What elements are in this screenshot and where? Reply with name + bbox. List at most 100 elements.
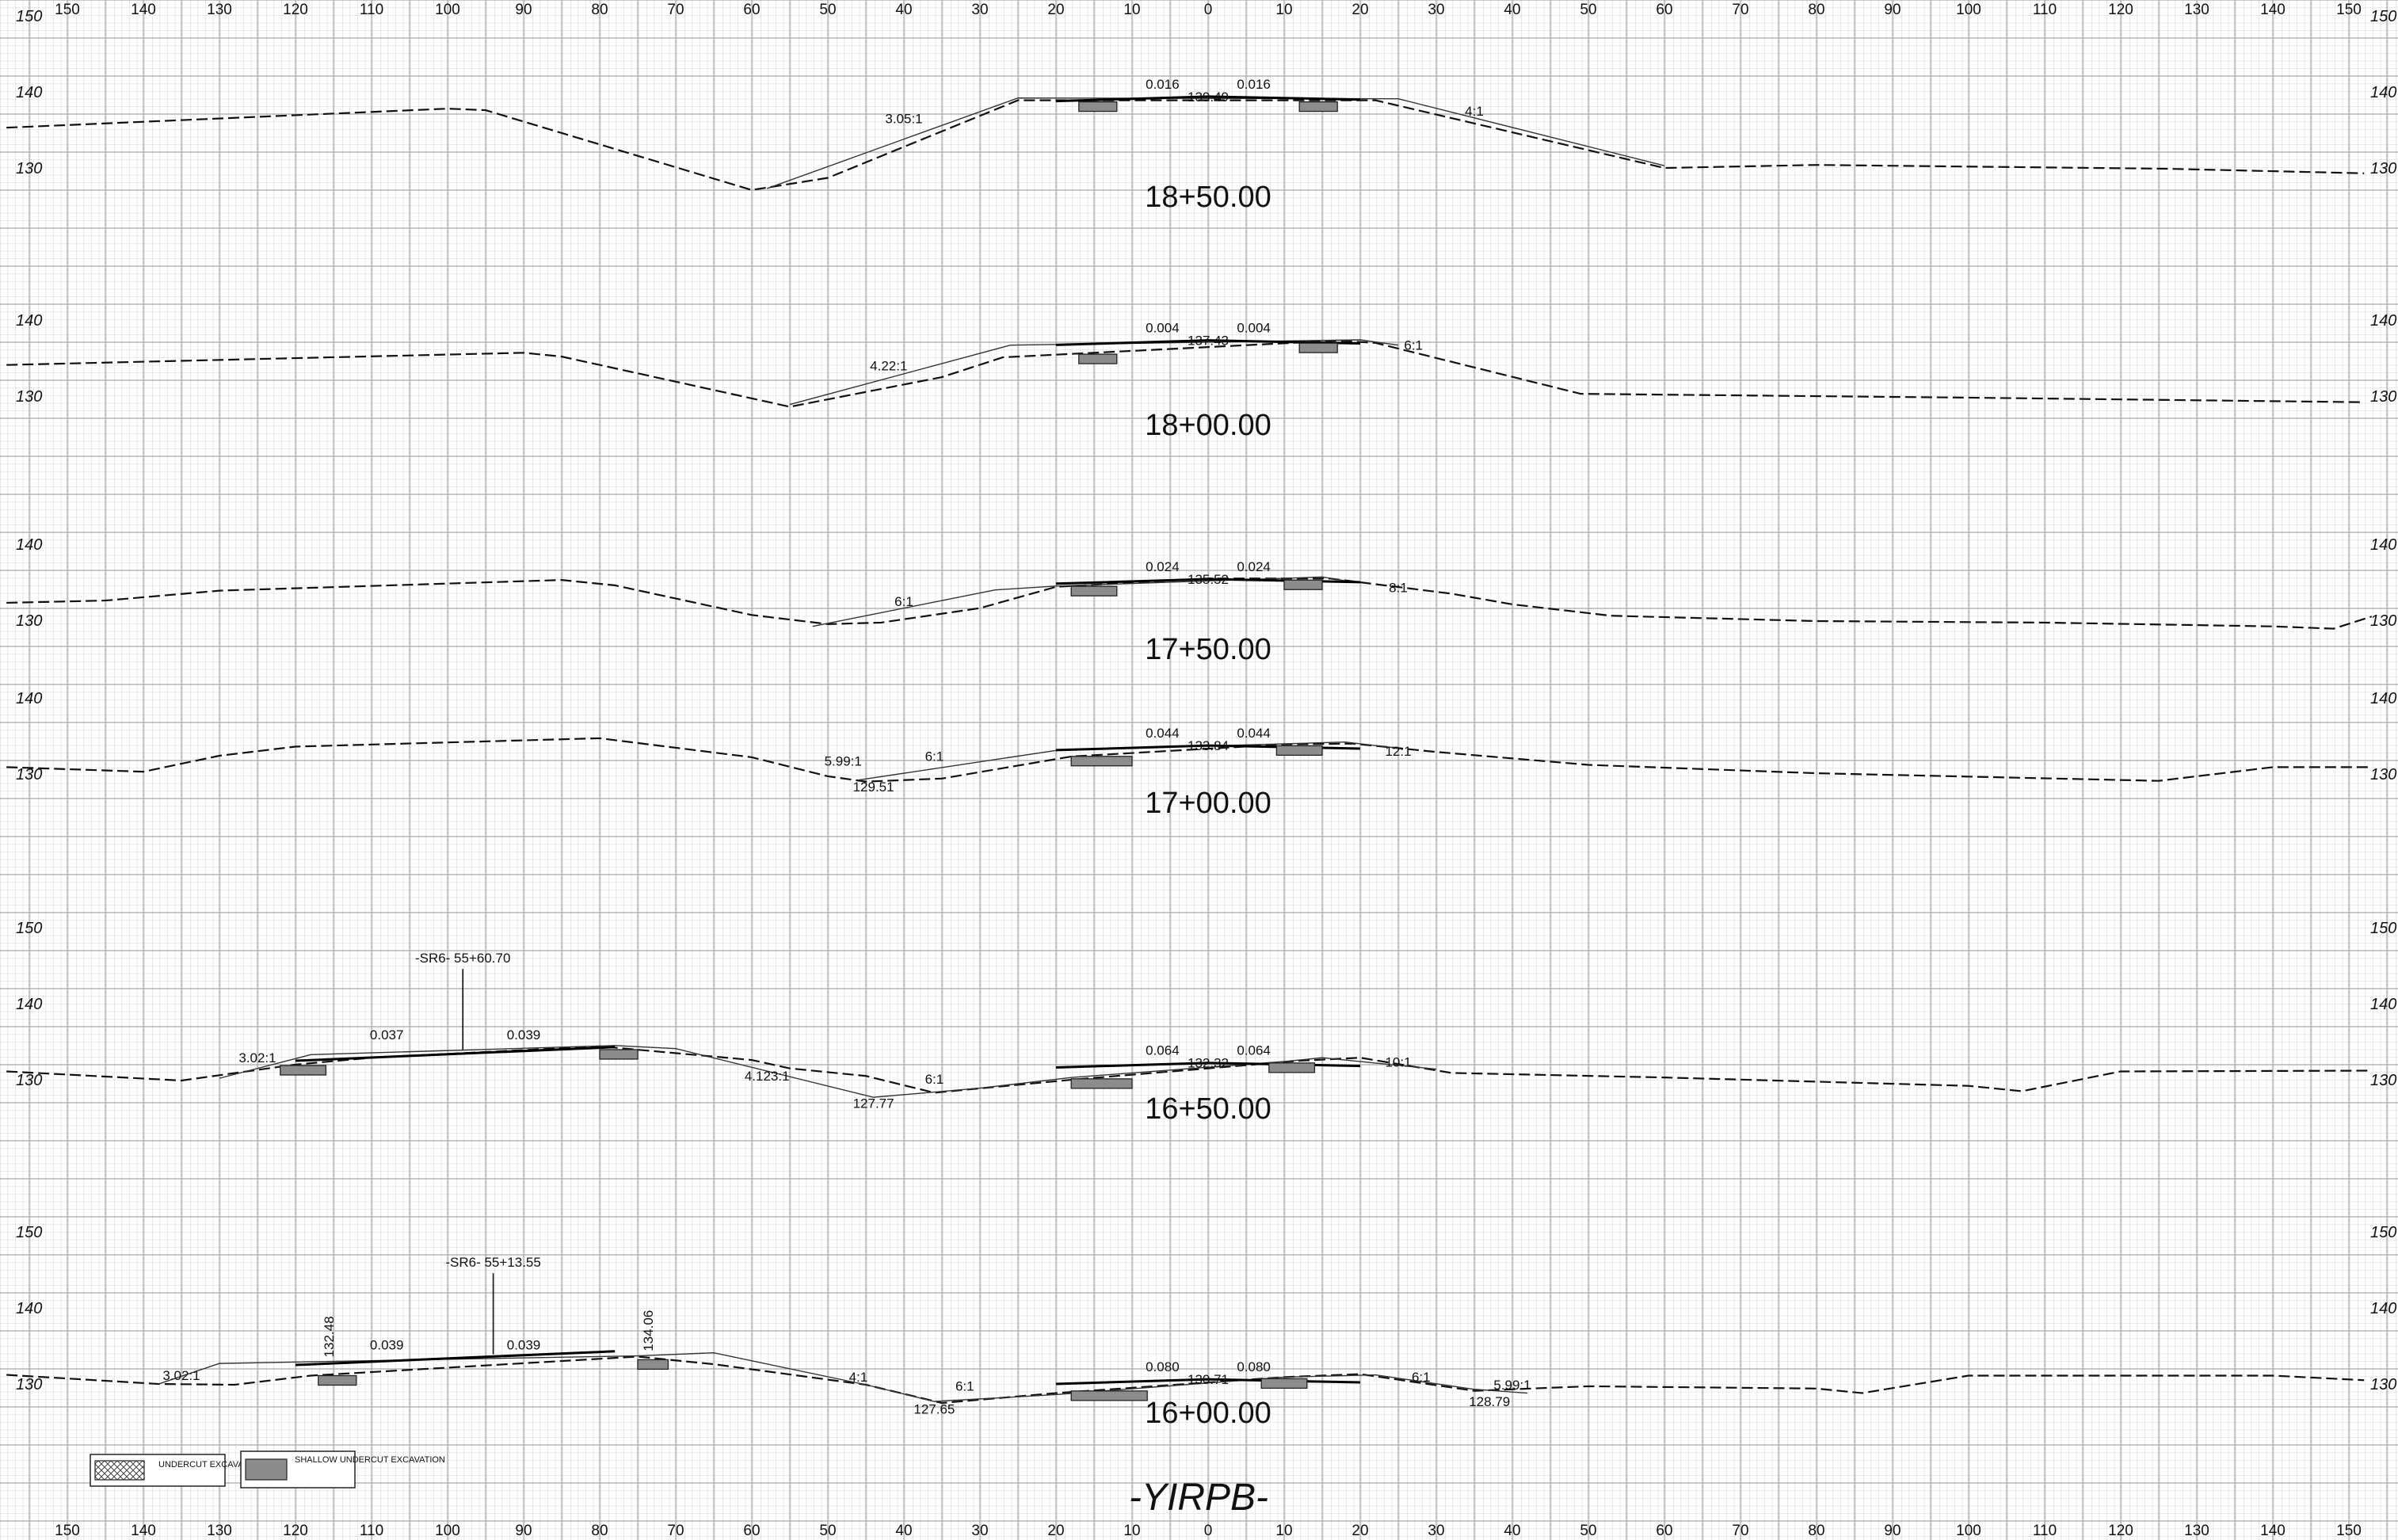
elevation-label-right: 140: [2370, 1300, 2396, 1317]
shallow-undercut-pad: [1299, 343, 1337, 353]
x-tick-label: 10: [1123, 1523, 1140, 1539]
shallow-undercut-pad: [600, 1050, 638, 1059]
shallow-undercut-pad: [1284, 580, 1322, 589]
slope-ratio-label: 3.05:1: [885, 111, 922, 126]
x-tick-label: 0: [1204, 2, 1213, 18]
x-tick-label: 60: [1656, 1523, 1672, 1539]
elevation-label-left: 130: [16, 612, 42, 630]
x-tick-label: 10: [1275, 1523, 1292, 1539]
x-tick-label: 60: [743, 1523, 760, 1539]
x-tick-label: 50: [1580, 1523, 1596, 1539]
x-tick-label: 140: [131, 2, 156, 18]
elevation-label-right: 140: [2370, 312, 2396, 330]
elevation-label-right: 140: [2370, 690, 2396, 707]
elevation-label-left: 140: [16, 312, 42, 330]
side-road-cross-slope: 0.039: [370, 1338, 404, 1353]
x-tick-label: 50: [819, 1523, 836, 1539]
x-tick-label: 70: [667, 1523, 684, 1539]
station-label: 16+00.00: [1145, 1397, 1271, 1430]
x-tick-label: 20: [1047, 2, 1064, 18]
x-tick-label: 60: [1656, 2, 1672, 18]
shallow-undercut-pad: [1276, 745, 1322, 755]
low-point-elevation: 127.65: [913, 1401, 955, 1416]
x-tick-label: 30: [971, 1523, 988, 1539]
elevation-label-right: 130: [2370, 766, 2396, 783]
x-tick-label: 120: [2108, 1523, 2133, 1539]
elevation-label-right: 140: [2370, 536, 2396, 554]
x-tick-label: 80: [1808, 2, 1824, 18]
x-tick-label: 130: [2184, 1523, 2209, 1539]
centerline-elevation: 130.71: [1188, 1372, 1229, 1387]
x-tick-label: 110: [2033, 1523, 2057, 1539]
elevation-label-right: 150: [2370, 920, 2396, 937]
elevation-label-left: 130: [16, 1072, 42, 1089]
alignment-label: -SR6- 55+60.70: [415, 951, 511, 966]
x-tick-label: 60: [743, 2, 760, 18]
elevation-label-right: 130: [2370, 612, 2396, 630]
cross-slope-left: 0.080: [1146, 1359, 1180, 1374]
x-tick-label: 130: [2184, 2, 2209, 18]
slope-ratio-label: 6:1: [1412, 1370, 1431, 1385]
x-tick-label: 120: [283, 1523, 308, 1539]
x-tick-label: 10: [1123, 2, 1140, 18]
x-tick-label: 20: [1351, 2, 1368, 18]
elevation-label-left: 140: [16, 690, 42, 707]
x-tick-label: 30: [1428, 1523, 1444, 1539]
centerline-elevation: 132.32: [1188, 1056, 1229, 1071]
x-tick-label: 100: [435, 1523, 460, 1539]
cross-slope-left: 0.024: [1146, 559, 1180, 574]
elevation-label-left: 140: [16, 1300, 42, 1317]
x-tick-label: 120: [2108, 2, 2133, 18]
slope-ratio-label: 6:1: [894, 594, 913, 609]
shallow-undercut-pad: [1261, 1378, 1307, 1388]
cross-slope-left: 0.044: [1146, 726, 1180, 741]
x-tick-label: 140: [131, 1523, 156, 1539]
x-tick-label: 30: [1428, 2, 1444, 18]
centerline-elevation: 133.84: [1188, 738, 1229, 753]
station-label: 18+50.00: [1145, 181, 1271, 214]
x-tick-label: 90: [1884, 1523, 1900, 1539]
slope-ratio-label: 3.02:1: [162, 1368, 200, 1383]
x-tick-label: 70: [1732, 1523, 1748, 1539]
side-road-cross-slope: 0.039: [507, 1338, 541, 1353]
edge-elevation: 132.48: [322, 1316, 337, 1357]
elevation-label-left: 130: [16, 388, 42, 406]
centerline-elevation: 137.43: [1188, 334, 1229, 349]
x-tick-label: 80: [591, 1523, 608, 1539]
x-tick-label: 100: [435, 2, 460, 18]
shallow-undercut-pad: [1071, 586, 1117, 596]
elevation-label-left: 150: [16, 1224, 42, 1241]
slope-ratio-label: 6:1: [925, 749, 944, 764]
x-tick-label: 90: [515, 2, 532, 18]
shallow-undercut-pad: [280, 1065, 326, 1075]
x-tick-label: 110: [2033, 2, 2057, 18]
x-tick-label: 90: [1884, 2, 1900, 18]
x-tick-label: 40: [895, 1523, 912, 1539]
centerline-elevation: 135.52: [1188, 572, 1229, 587]
x-tick-label: 100: [1956, 1523, 1981, 1539]
station-label: 17+50.00: [1145, 633, 1271, 666]
sheet-title: -YIRPB-: [1129, 1477, 1268, 1519]
low-point-elevation: 129.51: [853, 780, 894, 795]
x-tick-label: 70: [1732, 2, 1748, 18]
elevation-label-right: 130: [2370, 160, 2396, 177]
slope-ratio-label: 12:1: [1385, 744, 1411, 759]
shallow-undercut-pad: [1299, 102, 1337, 112]
station-label: 18+00.00: [1145, 409, 1271, 442]
shallow-undercut-pad: [318, 1376, 356, 1386]
elevation-label-right: 140: [2370, 996, 2396, 1013]
slope-ratio-label: 5.99:1: [825, 753, 862, 768]
elevation-label-right: 130: [2370, 1376, 2396, 1393]
low-point-elevation: 128.79: [1469, 1394, 1510, 1409]
elevation-label-left: 140: [16, 84, 42, 101]
legend-shallow-swatch: [246, 1459, 287, 1480]
slope-ratio-label: 8:1: [1389, 581, 1408, 596]
legend-undercut-swatch: [95, 1461, 144, 1480]
cross-slope-right: 0.080: [1237, 1359, 1271, 1374]
slope-ratio-label: 5.99:1: [1493, 1378, 1531, 1393]
shallow-undercut-pad: [1079, 354, 1117, 364]
x-tick-label: 100: [1956, 2, 1981, 18]
edge-elevation: 134.06: [641, 1310, 656, 1351]
x-tick-label: 30: [971, 2, 988, 18]
x-tick-label: 90: [515, 1523, 532, 1539]
